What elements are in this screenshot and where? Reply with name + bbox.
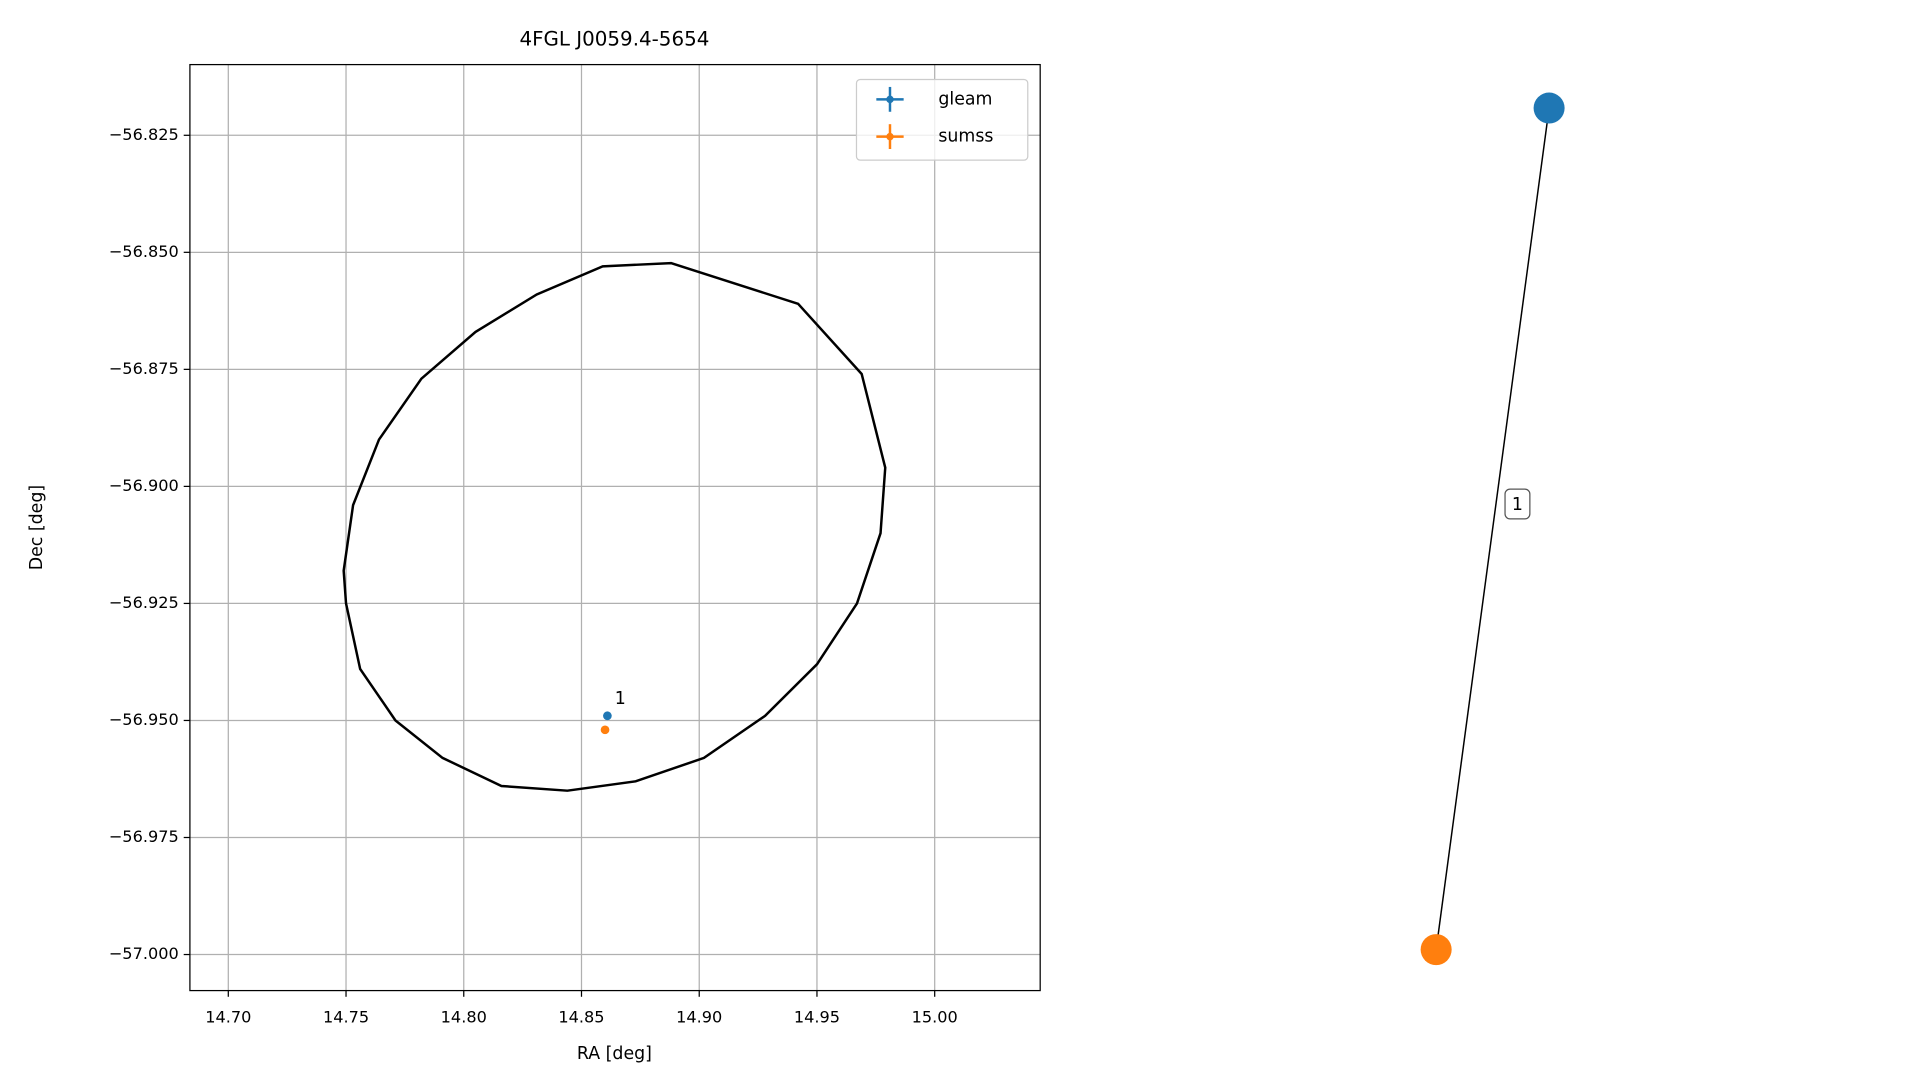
legend: gleam sumss: [855, 78, 1029, 161]
y-tick-label: −56.900: [109, 476, 179, 495]
legend-label: gleam: [938, 89, 992, 109]
x-tick-label: 14.95: [794, 1007, 840, 1026]
x-tick-label: 14.85: [558, 1007, 604, 1026]
x-tick-label: 15.00: [912, 1007, 958, 1026]
point-annotation: 1: [615, 689, 626, 709]
plot-frame: [189, 63, 1041, 992]
y-tick-label: −56.975: [109, 827, 179, 846]
y-tick-label: −57.000: [109, 944, 179, 963]
legend-marker: [886, 95, 894, 104]
y-tick-label: −56.850: [109, 242, 179, 261]
x-axis-label: RA [deg]: [577, 1044, 652, 1064]
edge-label-box: [1504, 488, 1531, 520]
x-tick-label: 14.70: [205, 1007, 251, 1026]
x-tick-label: 14.80: [441, 1007, 487, 1026]
data-point: [600, 725, 610, 735]
y-tick-label: −56.925: [109, 593, 179, 612]
graph-edge: [1435, 107, 1550, 950]
y-tick-label: −56.950: [109, 710, 179, 729]
y-tick-label: −56.825: [109, 125, 179, 144]
legend-label: sumss: [938, 127, 993, 147]
y-tick-label: −56.875: [109, 359, 179, 378]
chart-title: 4FGL J0059.4-5654: [519, 27, 709, 50]
x-tick-label: 14.90: [676, 1007, 722, 1026]
data-point: [603, 711, 612, 721]
x-tick-label: 14.75: [323, 1007, 369, 1026]
ellipse: [342, 261, 887, 792]
graph-node: [1533, 92, 1565, 124]
y-axis-label: Dec [deg]: [27, 485, 47, 570]
legend-marker: [886, 132, 894, 141]
edge-label: 1: [1512, 495, 1523, 515]
graph-node: [1420, 934, 1452, 966]
